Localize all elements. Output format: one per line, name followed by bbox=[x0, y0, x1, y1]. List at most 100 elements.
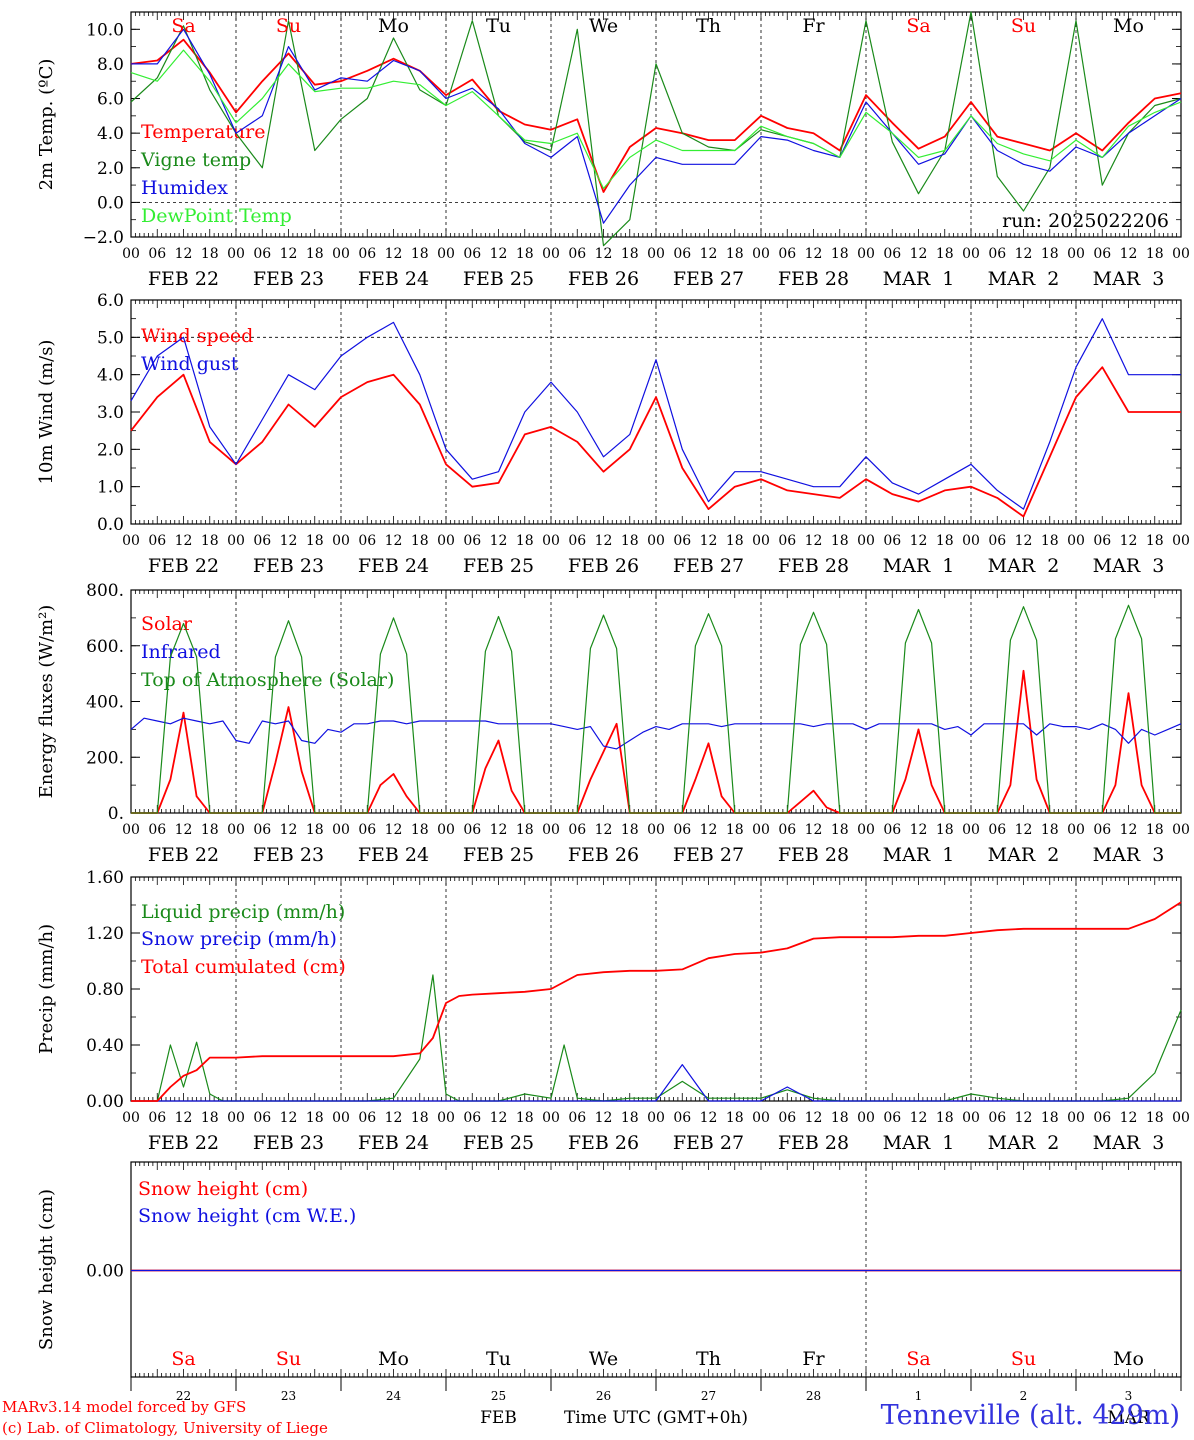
hour-tick-label: 06 bbox=[673, 533, 691, 549]
hour-tick-label: 12 bbox=[385, 533, 403, 549]
hour-tick-label: 00 bbox=[437, 822, 455, 838]
hour-tick-label: 12 bbox=[175, 533, 193, 549]
date-label: FEB 24 bbox=[358, 268, 429, 290]
hour-tick-label: 00 bbox=[542, 822, 560, 838]
legend-entry: Wind gust bbox=[141, 353, 239, 375]
series-line-lightgreen bbox=[130, 49, 1182, 190]
hour-tick-label: 00 bbox=[332, 533, 350, 549]
hour-tick-label: 06 bbox=[568, 246, 586, 262]
hour-tick-label: 12 bbox=[385, 246, 403, 262]
hour-tick-label: 00 bbox=[542, 1110, 560, 1126]
legend-entry: Snow height (cm) bbox=[138, 1178, 308, 1200]
y-tick-label: 1.0 bbox=[97, 478, 124, 498]
hour-tick-label: 00 bbox=[752, 822, 770, 838]
hour-tick-label: 18 bbox=[726, 533, 744, 549]
hour-tick-label: 12 bbox=[595, 533, 613, 549]
y-tick-label: 4.0 bbox=[97, 366, 124, 386]
hour-tick-label: 12 bbox=[700, 1110, 718, 1126]
run-label: run: 2025022206 bbox=[1002, 210, 1169, 232]
hour-tick-label: 12 bbox=[1120, 533, 1138, 549]
panel-frame bbox=[130, 589, 1182, 814]
hour-tick-label: 12 bbox=[595, 246, 613, 262]
date-label: MAR 3 bbox=[1093, 844, 1165, 866]
y-axis-label: Energy fluxes (W/m²) bbox=[36, 605, 57, 799]
day-number-label: 1 bbox=[915, 1389, 923, 1403]
panel-5: 0.00 Snow height (cm) Snow height (cm) Snow… bbox=[36, 1161, 1182, 1428]
hour-tick-label: 00 bbox=[752, 533, 770, 549]
hour-tick-label: 06 bbox=[148, 533, 166, 549]
date-label: FEB 28 bbox=[778, 1132, 849, 1154]
hour-tick-label: 12 bbox=[805, 246, 823, 262]
date-label: FEB 23 bbox=[253, 844, 324, 866]
series-line-blue bbox=[131, 1063, 1181, 1102]
series-line-red bbox=[130, 38, 1182, 193]
y-tick-label: 6.0 bbox=[97, 90, 124, 110]
date-label: MAR 1 bbox=[883, 844, 955, 866]
hour-tick-label: 06 bbox=[883, 246, 901, 262]
hour-tick-label: 00 bbox=[752, 246, 770, 262]
hour-tick-label: 18 bbox=[1146, 1110, 1164, 1126]
hour-tick-label: 00 bbox=[542, 533, 560, 549]
hour-tick-label: 12 bbox=[1015, 822, 1033, 838]
hour-tick-label: 18 bbox=[726, 822, 744, 838]
y-tick-label: 8.0 bbox=[97, 55, 124, 75]
y-tick-label: 0.00 bbox=[86, 1262, 124, 1282]
hour-tick-label: 06 bbox=[253, 1110, 271, 1126]
day-name-label: Sa bbox=[906, 1348, 930, 1370]
hour-tick-label: 00 bbox=[1172, 1110, 1190, 1126]
hour-tick-label: 06 bbox=[988, 246, 1006, 262]
legend-entry: Liquid precip (mm/h) bbox=[141, 901, 345, 923]
day-name-label: Th bbox=[696, 15, 721, 37]
date-label: MAR 3 bbox=[1093, 1132, 1165, 1154]
hour-tick-label: 18 bbox=[1146, 246, 1164, 262]
hour-tick-label: 12 bbox=[1015, 246, 1033, 262]
hour-tick-label: 00 bbox=[1067, 822, 1085, 838]
hour-tick-label: 06 bbox=[883, 822, 901, 838]
hour-tick-label: 18 bbox=[936, 533, 954, 549]
date-label: FEB 22 bbox=[148, 844, 219, 866]
hour-tick-label: 18 bbox=[516, 1110, 534, 1126]
y-tick-label: 200. bbox=[86, 748, 124, 768]
day-name-label: Su bbox=[1011, 15, 1036, 37]
date-label: MAR 2 bbox=[988, 844, 1060, 866]
date-label: FEB 25 bbox=[463, 844, 534, 866]
panel-frame bbox=[130, 11, 1182, 238]
hour-tick-label: 00 bbox=[227, 533, 245, 549]
hour-tick-label: 06 bbox=[463, 1110, 481, 1126]
hour-tick-label: 18 bbox=[306, 246, 324, 262]
hour-tick-label: 12 bbox=[805, 533, 823, 549]
hour-tick-label: 18 bbox=[1041, 533, 1059, 549]
hour-tick-label: 18 bbox=[726, 1110, 744, 1126]
hour-tick-label: 06 bbox=[1093, 822, 1111, 838]
hour-tick-label: 00 bbox=[227, 822, 245, 838]
date-label: MAR 2 bbox=[988, 555, 1060, 577]
legend-entry: Temperature bbox=[141, 121, 265, 143]
day-name-label: We bbox=[589, 1348, 618, 1370]
hour-tick-label: 18 bbox=[831, 822, 849, 838]
hour-tick-label: 00 bbox=[332, 822, 350, 838]
hour-tick-label: 18 bbox=[516, 533, 534, 549]
panel-2: 6.0 5.0 4.0 3.0 2.0 1.0 0.0 10m Wind (m/s) Wind … bbox=[36, 291, 1190, 577]
hour-tick-label: 06 bbox=[568, 533, 586, 549]
hour-tick-label: 12 bbox=[385, 822, 403, 838]
hour-tick-label: 06 bbox=[1093, 246, 1111, 262]
hour-tick-label: 18 bbox=[831, 1110, 849, 1126]
hour-tick-label: 12 bbox=[595, 1110, 613, 1126]
x-axis-label: Time UTC (GMT+0h) bbox=[564, 1408, 748, 1428]
panel-3: 800. 600. 400. 200. 0. Energy fluxes (W/m²) So… bbox=[36, 581, 1190, 866]
panel-1: 10.0 8.0 6.0 4.0 2.0 0.0 −2.0 2m Temp. (ºC) Temp… bbox=[36, 11, 1190, 290]
date-label: FEB 24 bbox=[358, 1132, 429, 1154]
hour-tick-label: 00 bbox=[857, 822, 875, 838]
hour-tick-label: 12 bbox=[490, 1110, 508, 1126]
day-name-label: Tu bbox=[486, 1348, 511, 1370]
hour-tick-label: 06 bbox=[673, 1110, 691, 1126]
hour-tick-label: 12 bbox=[280, 1110, 298, 1126]
panel-4: 1.60 1.20 0.80 0.40 0.00 Precip (mm/h) Liquid … bbox=[36, 868, 1190, 1154]
day-number-label: 27 bbox=[701, 1389, 716, 1403]
date-label: MAR 2 bbox=[988, 268, 1060, 290]
hour-tick-label: 00 bbox=[122, 533, 140, 549]
hour-tick-label: 00 bbox=[332, 246, 350, 262]
hour-tick-label: 12 bbox=[175, 246, 193, 262]
series-line-green bbox=[131, 604, 1181, 814]
hour-tick-label: 00 bbox=[122, 822, 140, 838]
